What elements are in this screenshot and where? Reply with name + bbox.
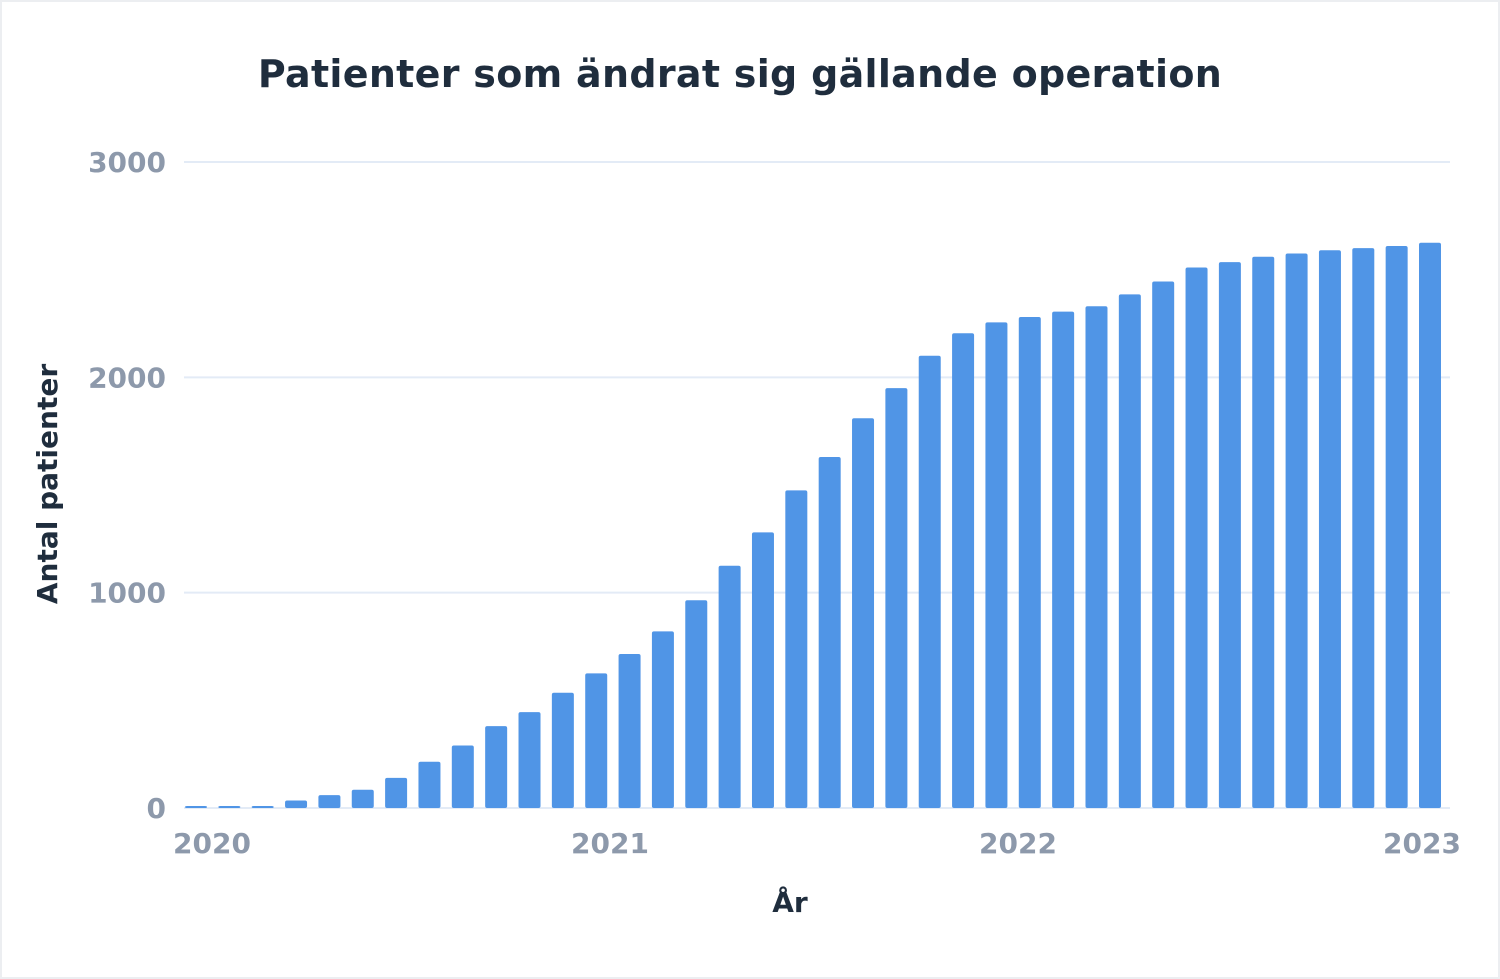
bar-2023-02 <box>1419 242 1441 808</box>
bar-2020-09 <box>451 745 474 808</box>
y-tick-label: 1000 <box>88 577 166 610</box>
y-tick-label: 0 <box>147 792 166 825</box>
x-tick-label: 2022 <box>979 827 1057 860</box>
bar-2022-06 <box>1152 281 1175 808</box>
bar-2020-02 <box>218 806 241 808</box>
bar-2021-04 <box>685 600 708 808</box>
x-axis-label: År <box>772 885 808 919</box>
bar-2021-01 <box>585 673 608 808</box>
bar-2020-12 <box>551 692 574 808</box>
bar-2021-10 <box>885 388 908 808</box>
bar-2020-07 <box>385 777 408 808</box>
bar-2020-05 <box>318 795 341 808</box>
bar-2022-11 <box>1318 250 1341 809</box>
bar-2021-05 <box>718 565 741 808</box>
x-tick-label: 2023 <box>1383 827 1461 860</box>
bar-2020-01 <box>185 806 207 808</box>
bar-2021-07 <box>785 490 808 808</box>
bar-2022-05 <box>1118 294 1141 808</box>
bars <box>185 242 1441 809</box>
bar-2021-11 <box>918 355 941 808</box>
y-tick-label: 2000 <box>88 361 166 394</box>
bar-2020-11 <box>518 712 541 808</box>
chart-title: Patienter som ändrat sig gällande operat… <box>257 52 1223 96</box>
y-tick-label: 3000 <box>88 146 166 179</box>
bar-2021-03 <box>651 631 674 808</box>
bar-2023-01 <box>1385 245 1408 809</box>
bar-2022-08 <box>1218 262 1241 808</box>
x-axis-ticks: 2020 2021 2022 2023 <box>173 827 1461 860</box>
bar-2021-06 <box>751 532 774 808</box>
bar-2021-12 <box>952 333 975 808</box>
bar-2020-10 <box>485 726 508 808</box>
bar-2022-12 <box>1352 248 1375 808</box>
x-tick-label: 2021 <box>571 827 649 860</box>
y-axis-label: Antal patienter <box>31 364 64 604</box>
bar-2022-10 <box>1285 253 1308 808</box>
bar-2022-07 <box>1185 267 1208 808</box>
bar-2022-01 <box>985 322 1008 808</box>
bar-2022-09 <box>1252 256 1275 808</box>
bar-2022-04 <box>1085 306 1108 808</box>
bar-2021-09 <box>852 418 875 808</box>
bar-2020-03 <box>251 806 274 808</box>
bar-2020-08 <box>418 761 441 808</box>
bar-2021-08 <box>818 457 841 808</box>
bar-2020-06 <box>351 789 374 808</box>
bar-2020-04 <box>285 800 308 808</box>
y-axis-ticks: 0 1000 2000 3000 <box>88 146 166 825</box>
x-tick-label: 2020 <box>173 827 251 860</box>
bar-2021-02 <box>618 654 641 808</box>
bar-2022-02 <box>1018 317 1041 808</box>
bar-2022-03 <box>1052 311 1075 808</box>
